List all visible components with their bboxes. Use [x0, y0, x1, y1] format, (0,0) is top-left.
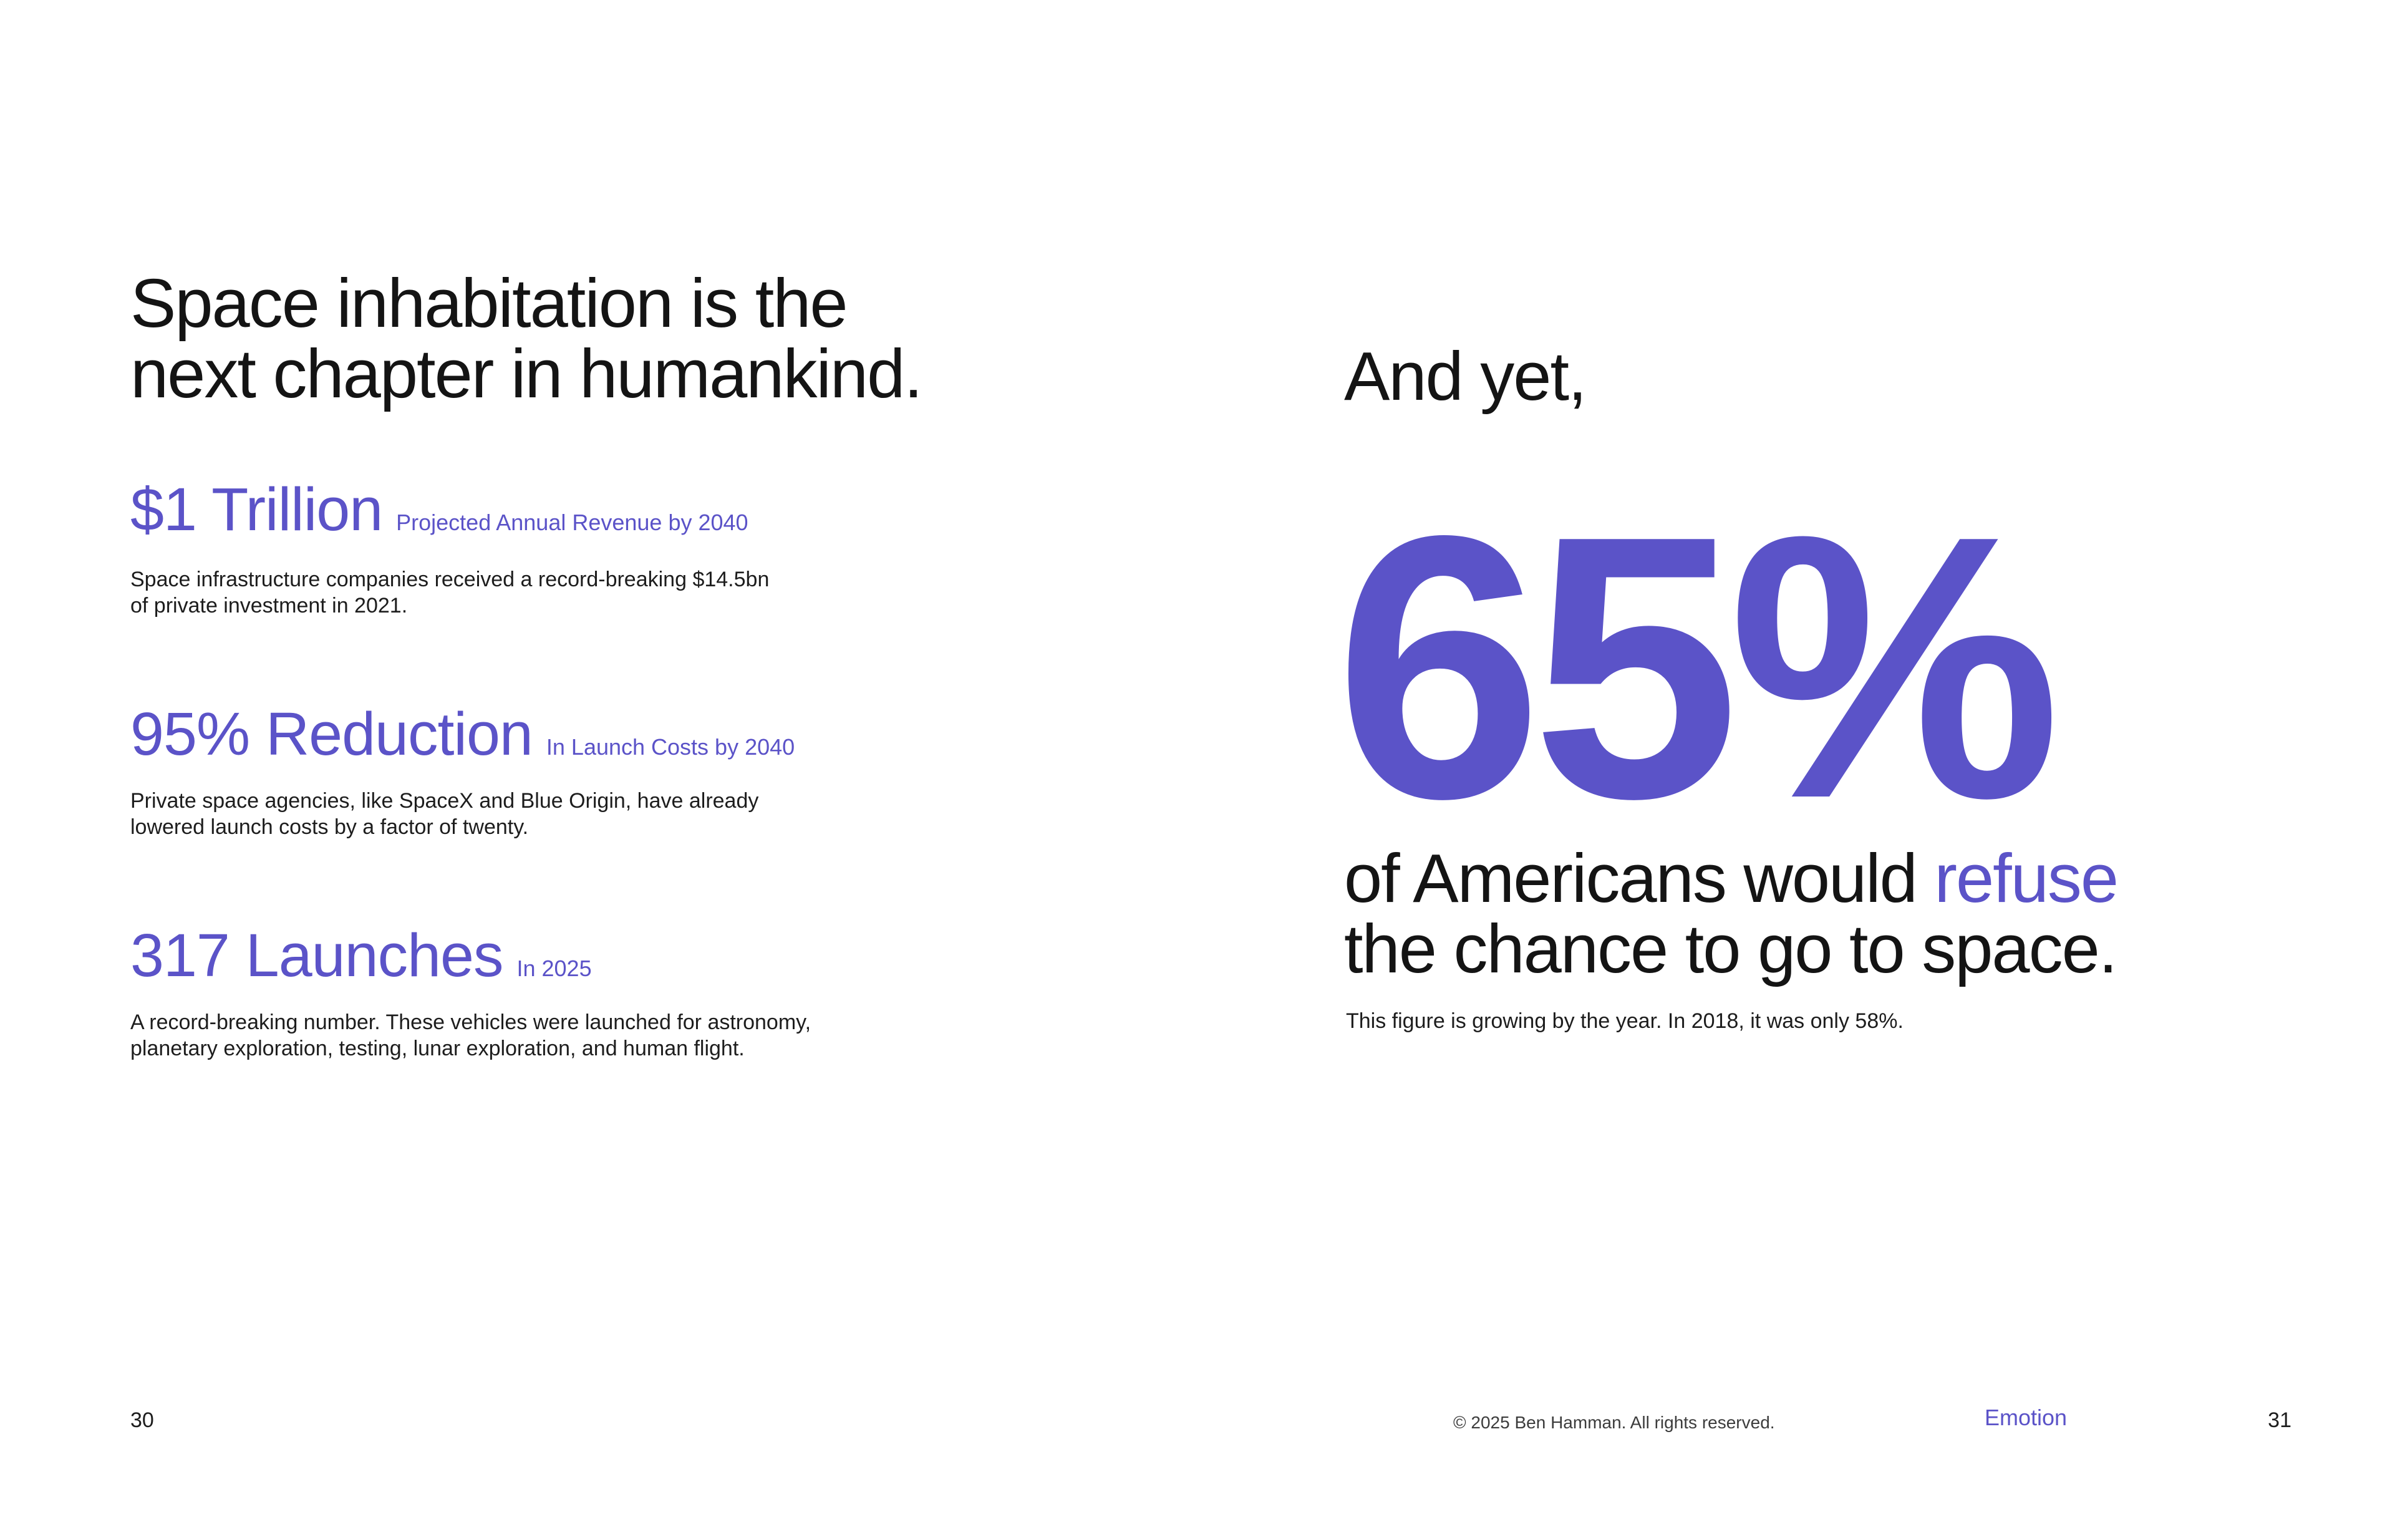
stat-qualifier-revenue: Projected Annual Revenue by 2040 [396, 510, 748, 535]
intro-text: And yet, [1344, 338, 1587, 415]
stat-block-launch-costs: 95% Reduction In Launch Costs by 2040 [130, 704, 795, 764]
stat-block-launches: 317 Launches In 2025 [130, 925, 592, 986]
left-page-heading: Space inhabitation is the next chapter i… [130, 265, 923, 413]
statement-line1-text: of Americans would [1344, 840, 1935, 917]
stat-block-revenue: $1 Trillion Projected Annual Revenue by … [130, 479, 748, 540]
stat-description-launches: A record-breaking number. These vehicles… [130, 1010, 811, 1061]
stat-value-revenue: $1 Trillion [130, 475, 383, 543]
stat-value-launches: 317 Launches [130, 921, 503, 989]
stat-description-launch-costs: Private space agencies, like SpaceX and … [130, 789, 759, 840]
page-number-right: 31 [2268, 1408, 2291, 1432]
big-stat-percentage: 65% [1335, 458, 2061, 876]
stat-qualifier-launch-costs: In Launch Costs by 2040 [546, 734, 795, 760]
brand-wordmark: Emotion [1985, 1405, 2068, 1430]
statement: of Americans would refuse the chance to … [1344, 840, 2119, 988]
copyright-text: © 2025 Ben Hamman. All rights reserved. [1453, 1413, 1775, 1432]
stat-value-launch-costs: 95% Reduction [130, 700, 533, 768]
footnote: This figure is growing by the year. In 2… [1346, 1009, 1904, 1033]
stat-qualifier-launches: In 2025 [516, 956, 592, 981]
stat-description-revenue: Space infrastructure companies received … [130, 568, 770, 618]
page-number-left: 30 [130, 1408, 154, 1432]
statement-line2-text: the chance to go to space. [1344, 911, 2117, 988]
statement-highlight: refuse [1934, 840, 2119, 917]
